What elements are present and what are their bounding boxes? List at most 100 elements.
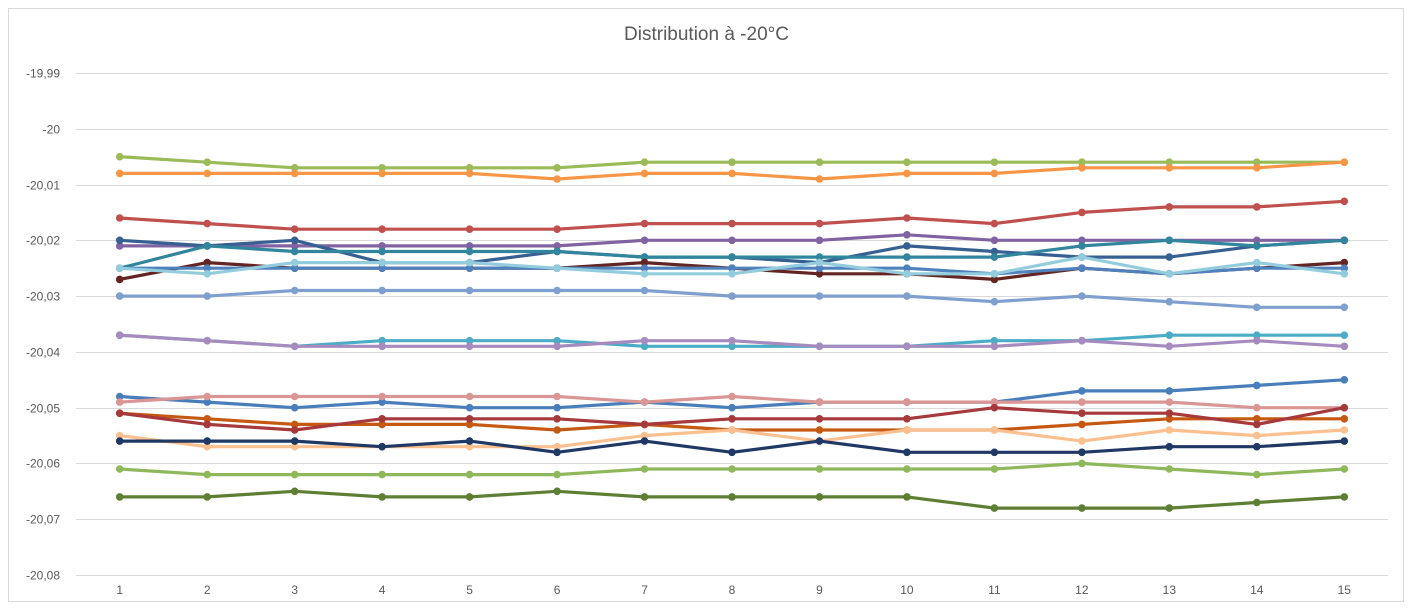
data-point [990, 169, 999, 178]
data-point [1078, 253, 1086, 261]
data-point [1165, 415, 1174, 423]
data-point [465, 437, 474, 445]
y-tick-label: -20,05 [26, 402, 60, 416]
data-point [378, 264, 386, 273]
data-point [1078, 242, 1086, 250]
series-1 [115, 152, 1349, 172]
data-point [203, 470, 211, 479]
x-tick-label: 6 [554, 583, 561, 597]
data-point [728, 336, 736, 345]
y-tick-label: -20,01 [26, 179, 60, 193]
data-point [728, 426, 736, 434]
y-tick-label: -20,06 [26, 457, 60, 471]
data-point [465, 286, 474, 295]
data-point [553, 415, 561, 423]
data-point [378, 415, 386, 423]
data-point [378, 242, 386, 250]
y-axis-tick-labels: -19,99 -20 -20,01 -20,02 -20,03 -20,04 -20,05 -… [26, 67, 60, 583]
data-point [1340, 415, 1349, 423]
data-point [640, 431, 649, 440]
data-point [290, 242, 299, 250]
series-12 [115, 331, 1349, 351]
data-point [465, 442, 474, 451]
data-point [553, 392, 561, 401]
data-point [903, 448, 911, 457]
data-point [1340, 493, 1349, 501]
data-point [903, 231, 911, 239]
data-point [203, 242, 211, 250]
data-point [1165, 203, 1174, 211]
data-point [640, 437, 649, 445]
data-point [553, 336, 561, 345]
data-point [1165, 164, 1174, 172]
data-point [115, 398, 124, 406]
data-point [290, 164, 299, 172]
data-point [903, 158, 911, 166]
data-point [1340, 264, 1349, 273]
data-point [378, 164, 386, 172]
data-point [290, 247, 299, 256]
data-point [290, 470, 299, 479]
data-point [553, 442, 561, 451]
data-point [203, 336, 211, 345]
data-point [203, 493, 211, 501]
data-point [815, 398, 824, 406]
data-point [203, 442, 211, 451]
data-point [115, 493, 124, 501]
data-point [990, 158, 999, 166]
data-point [990, 247, 999, 256]
data-point [640, 398, 649, 406]
data-point [728, 392, 736, 401]
data-point [290, 403, 299, 412]
data-point [990, 275, 999, 284]
data-point [378, 493, 386, 501]
data-point [903, 253, 911, 261]
data-point [1078, 504, 1086, 512]
data-point [903, 465, 911, 473]
data-point [1078, 158, 1086, 166]
data-point [1253, 264, 1261, 273]
y-tick-label: -20,02 [26, 234, 60, 248]
data-point [1253, 164, 1261, 172]
x-tick-label: 13 [1163, 583, 1177, 597]
data-point [815, 342, 824, 351]
data-point [1253, 258, 1261, 267]
x-tick-label: 15 [1338, 583, 1352, 597]
data-point [115, 409, 124, 418]
data-point [115, 264, 124, 273]
data-point [990, 219, 999, 228]
data-point [1253, 442, 1261, 451]
data-point [990, 270, 999, 278]
data-point [815, 158, 824, 166]
series-20 [115, 487, 1349, 512]
data-point [1078, 387, 1086, 395]
data-point [728, 342, 736, 351]
data-point [290, 437, 299, 445]
data-point [203, 392, 211, 401]
data-point [903, 493, 911, 501]
data-point [465, 420, 474, 429]
series-14 [115, 392, 1349, 412]
data-point [990, 297, 999, 306]
data-point [1078, 336, 1086, 345]
data-point [1340, 437, 1349, 445]
data-point [815, 236, 824, 245]
data-point [1253, 381, 1261, 390]
series-10 [115, 286, 1349, 312]
data-point [115, 242, 124, 250]
data-point [903, 169, 911, 178]
data-point [728, 493, 736, 501]
data-point [115, 331, 124, 340]
data-point [1165, 158, 1174, 166]
series-19 [115, 459, 1349, 479]
data-point [115, 214, 124, 222]
data-point [203, 158, 211, 166]
x-tick-label: 3 [291, 583, 298, 597]
data-point [640, 253, 649, 261]
data-point [465, 403, 474, 412]
y-tick-label: -19,99 [26, 67, 60, 81]
data-point [290, 392, 299, 401]
data-point [640, 270, 649, 278]
data-point [1253, 431, 1261, 440]
data-point [903, 242, 911, 250]
